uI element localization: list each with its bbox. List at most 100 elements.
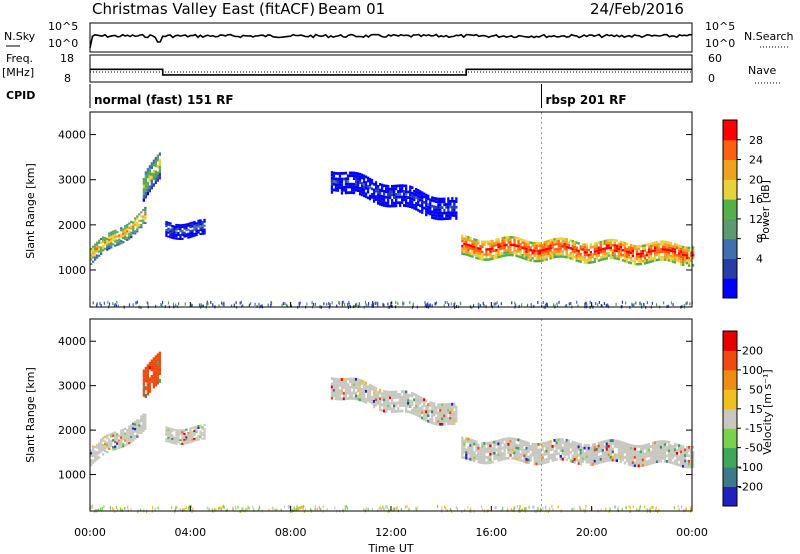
echo-cell: [686, 251, 689, 255]
echo-cell: [601, 460, 604, 463]
echo-cell: [148, 365, 151, 370]
echo-cell: [549, 249, 552, 252]
echo-cell: [431, 199, 434, 202]
echo-cell: [423, 192, 426, 196]
echo-cell: [140, 427, 143, 430]
echo-cell: [659, 445, 663, 449]
echo-cell: [635, 461, 639, 465]
scatter-cell: [473, 304, 475, 308]
echo-cell: [197, 427, 200, 429]
echo-cell: [201, 228, 204, 231]
echo-cell: [581, 460, 584, 464]
echo-cell: [411, 394, 414, 398]
echo-cell: [128, 233, 131, 236]
echo-cell: [144, 386, 147, 391]
scatter-cell: [395, 301, 397, 304]
scatter-cell: [617, 506, 619, 510]
echo-cell: [495, 440, 498, 443]
echo-cell: [372, 388, 376, 392]
echo-cell: [336, 397, 340, 401]
echo-cell: [395, 396, 398, 399]
echo-cell: [191, 221, 194, 224]
echo-cell: [142, 217, 145, 220]
echo-cell: [431, 213, 434, 217]
echo-cell: [547, 244, 550, 248]
echo-cell: [541, 445, 544, 448]
echo-cell: [395, 409, 398, 413]
echo-cell: [623, 442, 627, 445]
echo-cell: [158, 359, 161, 364]
echo-cell: [465, 437, 468, 441]
scatter-cell: [530, 303, 532, 307]
echo-cell: [609, 249, 612, 252]
echo-cell: [433, 216, 436, 220]
echo-cell: [625, 255, 629, 258]
echo-cell: [201, 428, 204, 431]
echo-cell: [154, 160, 157, 164]
echo-cell: [581, 449, 584, 452]
echo-cell: [535, 459, 538, 463]
echo-cell: [191, 426, 194, 429]
echo-cell: [507, 241, 510, 244]
echo-cell: [148, 168, 151, 172]
echo-cell: [539, 254, 542, 257]
echo-cell: [138, 421, 141, 425]
echo-cell: [487, 450, 490, 454]
echo-cell: [467, 457, 470, 461]
echo-cell: [507, 440, 510, 443]
echo-cell: [122, 234, 125, 237]
echo-cell: [497, 238, 500, 241]
scatter-cell: [644, 505, 646, 509]
echo-cell: [682, 464, 685, 468]
echo-cell: [189, 441, 192, 444]
echo-cell: [90, 256, 93, 259]
echo-cell: [102, 244, 105, 247]
scatter-cell: [99, 507, 102, 511]
echo-cell: [425, 210, 428, 214]
echo-cell: [551, 251, 554, 254]
echo-cell: [519, 248, 522, 251]
echo-cell: [370, 195, 374, 199]
echo-cell: [503, 451, 506, 455]
echo-cell: [443, 203, 446, 207]
echo-cell: [405, 396, 408, 399]
scatter-cell: [391, 301, 393, 305]
echo-cell: [537, 456, 540, 460]
echo-cell: [118, 238, 121, 241]
scatter-cell: [367, 304, 369, 308]
scatter-cell: [652, 505, 654, 509]
scatter-cell: [314, 302, 316, 306]
colorbar-swatch: [723, 350, 737, 371]
echo-cell: [649, 250, 653, 253]
scatter-cell: [222, 303, 224, 306]
echo-cell: [583, 248, 586, 252]
echo-cell: [653, 254, 657, 257]
y-tick-label: 1000: [58, 469, 86, 482]
echo-cell: [146, 368, 149, 373]
echo-cell: [90, 461, 93, 464]
echo-cell: [651, 257, 655, 260]
echo-cell: [108, 445, 111, 448]
echo-cell: [421, 202, 424, 206]
echo-cell: [593, 454, 596, 457]
echo-cell: [203, 433, 206, 436]
echo-cell: [525, 242, 528, 246]
echo-cell: [167, 434, 170, 437]
velocity-colorbar-label: Velocity [m s⁻¹]: [761, 369, 774, 454]
echo-cell: [477, 449, 480, 453]
echo-cell: [437, 203, 440, 206]
echo-cell: [609, 241, 612, 244]
echo-cell: [128, 237, 131, 240]
echo-cell: [379, 402, 382, 406]
scatter-cell: [101, 507, 103, 510]
scatter-cell: [600, 508, 602, 512]
echo-cell: [575, 444, 578, 448]
echo-cell: [653, 455, 657, 458]
echo-cell: [483, 243, 486, 246]
echo-cell: [453, 405, 456, 409]
echo-cell: [179, 439, 182, 442]
echo-cell: [647, 459, 651, 463]
echo-cell: [197, 221, 200, 224]
echo-cell: [417, 191, 420, 195]
